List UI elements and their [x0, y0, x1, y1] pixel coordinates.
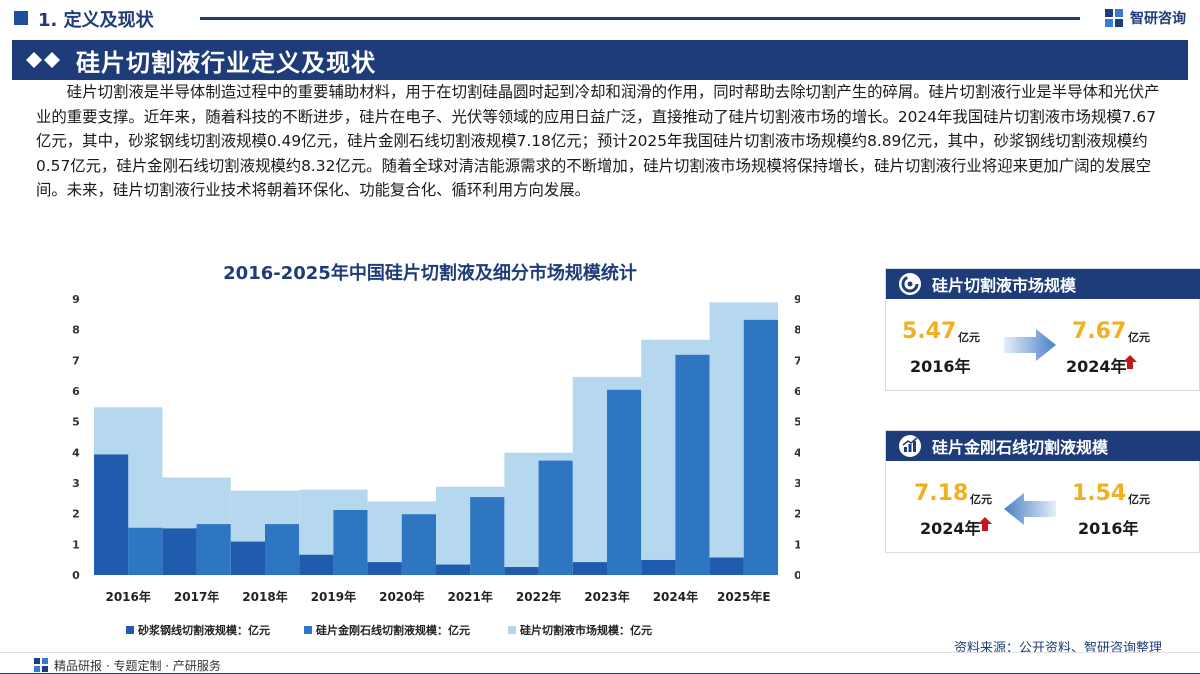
- bar-mortar: [299, 554, 334, 575]
- x-tick-label: 2017年: [174, 589, 219, 604]
- y-tick-label-right: 6: [794, 385, 800, 398]
- legend-swatch: [304, 626, 312, 634]
- pie-chart-icon: [899, 273, 921, 295]
- market-from-year: 2016年: [910, 357, 971, 376]
- x-tick-label: 2025年E: [717, 589, 771, 604]
- footer-logo-icon: [34, 658, 48, 672]
- x-tick-label: 2021年: [447, 589, 492, 604]
- y-tick-label-right: 8: [794, 324, 800, 337]
- page-title: 硅片切割液行业定义及现状: [76, 48, 376, 77]
- x-tick-label: 2022年: [516, 589, 561, 604]
- market-card-header: 硅片切割液市场规模: [886, 269, 1200, 299]
- x-tick-label: 2018年: [242, 589, 287, 604]
- legend-label: 硅片金刚石线切割液规模：亿元: [316, 623, 470, 637]
- bar-mortar: [94, 454, 129, 575]
- bar-chart: 0 0 1 1 2 2 3 3 4 4 5 5 6 6 7 7 8 8 9 9 2016年 2017年 2018年 2019年…: [72, 293, 800, 637]
- bar-mortar: [367, 562, 402, 575]
- market-card-title: 硅片切割液市场规模: [932, 276, 1077, 295]
- market-to-value: 7.67: [1072, 319, 1127, 344]
- x-tick-label: 2016年: [105, 589, 150, 604]
- up-arrow-icon: [1123, 355, 1137, 369]
- x-tick-label: 2020年: [379, 589, 424, 604]
- y-tick-label-left: 4: [72, 446, 80, 459]
- bar-diamond: [607, 389, 642, 575]
- y-tick-label-right: 2: [794, 508, 800, 521]
- trend-chart-icon: [899, 435, 921, 457]
- legend-swatch: [126, 626, 134, 634]
- y-tick-label-left: 6: [72, 385, 80, 398]
- y-tick-label-left: 0: [72, 569, 80, 582]
- bar-mortar: [709, 557, 744, 575]
- chart-title: 2016-2025年中国硅片切割液及细分市场规模统计: [223, 263, 637, 284]
- bar-mortar: [641, 559, 676, 575]
- diamond-base-unit: 亿元: [1128, 493, 1150, 506]
- bar-diamond: [401, 514, 436, 575]
- bar-mortar: [436, 564, 471, 575]
- top-bar: 1. 定义及现状 智研咨询: [0, 0, 1200, 36]
- diamond-base-value: 1.54: [1072, 481, 1127, 506]
- y-tick-label-left: 7: [72, 354, 80, 367]
- bar-diamond: [333, 509, 368, 575]
- footer-slogan: 精品研报 · 专题定制 · 产研服务: [54, 659, 221, 673]
- market-from-unit: 亿元: [958, 331, 980, 344]
- y-tick-label-right: 1: [794, 538, 800, 551]
- legend-label: 硅片切割液市场规模：亿元: [520, 623, 652, 637]
- y-tick-label-left: 5: [72, 416, 80, 429]
- diamond-wire-card: 硅片金刚石线切割液规模 7.18 亿元 2024年 1.54 亿元 2016年: [885, 430, 1200, 553]
- right-arrow-icon: [1004, 329, 1056, 361]
- diamond-card-title: 硅片金刚石线切割液规模: [932, 438, 1109, 457]
- bar-mortar: [230, 541, 265, 575]
- section-title: 1. 定义及现状: [38, 10, 154, 31]
- market-to-year: 2024年: [1066, 357, 1127, 376]
- brand: 智研咨询: [1104, 8, 1186, 28]
- footer-bar: 精品研报 · 专题定制 · 产研服务: [0, 652, 1200, 674]
- x-tick-label: 2024年: [653, 589, 698, 604]
- y-tick-label-right: 4: [794, 446, 800, 459]
- intro-paragraph: 硅片切割液是半导体制造过程中的重要辅助材料，用于在切割硅晶圆时起到冷却和润滑的作…: [36, 83, 1160, 199]
- diamond-card-header: 硅片金刚石线切割液规模: [886, 431, 1200, 461]
- bar-mortar: [504, 567, 539, 575]
- y-tick-label-left: 1: [72, 538, 80, 551]
- bar-diamond: [743, 319, 778, 575]
- market-from-value: 5.47: [902, 319, 957, 344]
- y-tick-label-left: 3: [72, 477, 80, 490]
- bar-diamond: [675, 354, 710, 575]
- y-tick-label-left: 2: [72, 508, 80, 521]
- x-tick-label: 2019年: [311, 589, 356, 604]
- bar-mortar: [572, 562, 607, 575]
- bar-diamond: [128, 527, 163, 575]
- bar-mortar: [162, 528, 197, 575]
- y-tick-label-left: 9: [72, 293, 80, 306]
- y-tick-label-right: 3: [794, 477, 800, 490]
- diamond-bullets-icon: [26, 52, 60, 68]
- diamond-latest-value: 7.18: [914, 481, 969, 506]
- brand-logo-icon: [1105, 9, 1123, 27]
- diamond-latest-year: 2024年: [920, 519, 981, 538]
- title-banner: 硅片切割液行业定义及现状: [12, 40, 1188, 80]
- y-tick-label-right: 9: [794, 293, 800, 306]
- bar-diamond: [196, 524, 231, 575]
- section-marker-icon: [14, 11, 28, 25]
- left-arrow-icon: [1004, 493, 1056, 525]
- up-arrow-icon: [978, 517, 992, 531]
- diamond-base-year: 2016年: [1078, 519, 1139, 538]
- market-to-unit: 亿元: [1128, 331, 1150, 344]
- header-divider: [200, 17, 1080, 20]
- y-tick-label-left: 8: [72, 324, 80, 337]
- bar-diamond: [265, 524, 300, 575]
- y-tick-label-right: 0: [794, 569, 800, 582]
- y-tick-label-right: 5: [794, 416, 800, 429]
- bar-diamond: [538, 460, 573, 575]
- bar-diamond: [470, 497, 505, 575]
- legend-swatch: [508, 626, 516, 634]
- market-size-card: 硅片切割液市场规模 5.47 亿元 2016年 7.67 亿元 2024年: [885, 268, 1200, 391]
- x-tick-label: 2023年: [584, 589, 629, 604]
- diamond-latest-unit: 亿元: [970, 493, 992, 506]
- brand-name: 智研咨询: [1130, 11, 1186, 27]
- legend-label: 砂浆钢线切割液规模：亿元: [138, 623, 270, 637]
- y-tick-label-right: 7: [794, 354, 800, 367]
